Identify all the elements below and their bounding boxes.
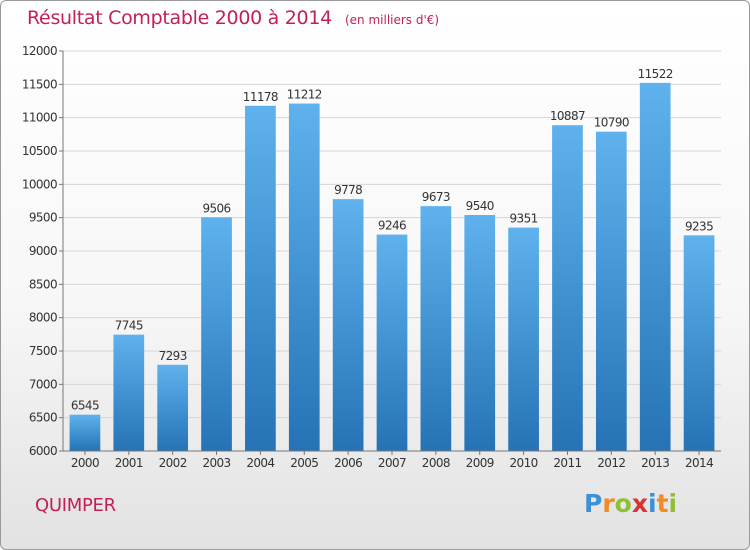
value-label: 10790 [594,116,629,130]
logo-letter: i [668,489,678,518]
value-label: 9506 [202,201,230,215]
value-label: 11212 [287,88,322,102]
value-label: 9540 [466,199,494,213]
x-tick-label: 2010 [510,456,538,470]
bar-2012 [595,131,627,451]
value-label: 7293 [159,349,187,363]
proxiti-logo: Proxiti [584,489,677,518]
bar-2002 [157,364,189,451]
x-axis: 2000 2001 2002 2003 2004 2005 2006 2007 2008 2009… [63,450,721,470]
city-name: QUIMPER [35,495,116,516]
value-label: 11522 [638,67,673,81]
x-tick-label: 2002 [159,456,187,470]
y-tick-label: 8000 [29,311,57,325]
bar-2009 [464,215,496,451]
bar-2005 [288,103,320,452]
logo-letter: x [631,489,648,518]
x-tick-label: 2006 [334,456,362,470]
x-tick-label: 2001 [115,456,143,470]
value-label: 7745 [115,319,143,333]
y-tick-label: 7500 [29,344,57,358]
bar-2011 [552,125,583,451]
x-tick-label: 2008 [422,456,450,470]
x-tick-label: 2005 [290,456,318,470]
title-row: Résultat Comptable 2000 à 2014 (en milli… [27,7,439,29]
y-tick-label: 8500 [29,277,57,291]
y-tick-label: 10500 [22,144,57,158]
chart-subtitle: (en milliers d'€) [344,13,440,27]
value-label: 9673 [422,190,450,204]
value-label: 6545 [71,399,99,413]
bar-2013 [639,82,671,451]
bar-2000 [69,414,101,451]
y-tick-label: 9000 [29,244,57,258]
y-tick-label: 9500 [29,211,57,225]
logo-letter: t [656,489,669,518]
value-labels: 6545 7745 7293 9506 11178 11212 9778 9246 9673 95… [71,67,714,413]
bar-2001 [113,334,145,451]
logo-letter: P [584,489,603,518]
logo-letter: i [648,489,657,518]
y-tick-label: 11500 [22,77,57,91]
y-tick-label: 6000 [29,444,57,458]
value-label: 11178 [243,90,278,104]
x-tick-label: 2004 [246,456,274,470]
bar-2003 [201,217,232,451]
x-tick-label: 2000 [71,456,99,470]
bar-2014 [683,235,715,451]
value-label: 10887 [550,109,585,123]
bar-2006 [332,199,364,451]
y-tick-label: 7000 [29,377,57,391]
x-tick-label: 2009 [466,456,494,470]
x-tick-label: 2012 [597,456,625,470]
y-tick-label: 6500 [29,411,57,425]
y-tick-label: 12000 [22,44,57,58]
bar-2008 [420,206,452,451]
logo-letter: o [614,489,632,518]
y-tick-label: 11000 [22,111,57,125]
y-tick-label: 10000 [22,177,57,191]
value-label: 9246 [378,219,406,233]
bars [69,82,715,452]
x-tick-label: 2007 [378,456,406,470]
value-label: 9778 [334,183,362,197]
x-tick-label: 2011 [553,456,581,470]
y-axis: 6000 6500 7000 7500 8000 8500 9000 9500 10000 105… [22,44,64,458]
logo-letter: r [602,489,615,518]
x-tick-label: 2013 [641,456,669,470]
bar-2007 [376,234,408,451]
bar-2010 [508,227,539,451]
chart-title: Résultat Comptable 2000 à 2014 [27,7,332,29]
x-tick-label: 2003 [202,456,230,470]
value-label: 9351 [510,212,538,226]
bar-2004 [245,105,276,452]
x-tick-label: 2014 [685,456,713,470]
value-label: 9235 [685,219,713,233]
